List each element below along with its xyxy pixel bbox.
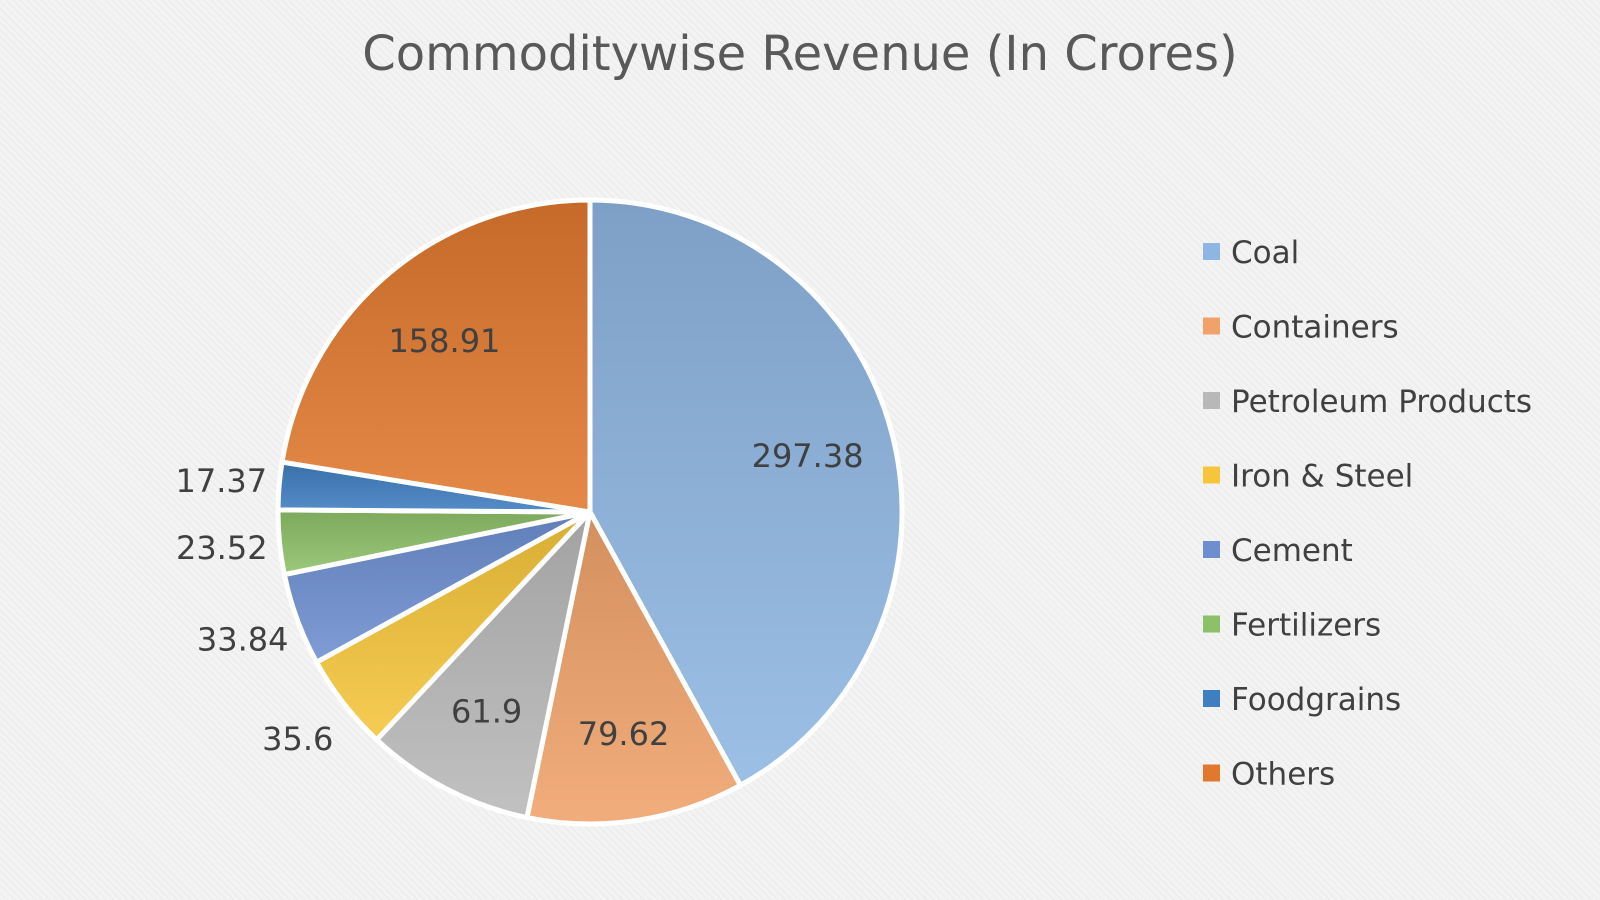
legend-swatch-petroleum-products bbox=[1203, 392, 1220, 409]
data-label-containers: 79.62 bbox=[578, 715, 670, 753]
legend-label-cement: Cement bbox=[1231, 533, 1353, 569]
data-label-coal: 297.38 bbox=[752, 437, 864, 475]
legend-label-containers: Containers bbox=[1231, 310, 1399, 346]
pie-slices bbox=[275, 197, 905, 827]
legend-label-fertilizers: Fertilizers bbox=[1231, 608, 1381, 644]
legend-swatch-fertilizers bbox=[1203, 615, 1220, 633]
data-label-petroleum-products: 61.9 bbox=[451, 692, 522, 730]
pie-slice-others bbox=[279, 197, 593, 515]
legend-label-others: Others bbox=[1231, 757, 1335, 793]
legend-label-iron-steel: Iron & Steel bbox=[1231, 459, 1413, 495]
legend: Coal Containers Petroleum Products Iron & S… bbox=[1203, 235, 1532, 793]
pie-slice-petroleum-products bbox=[374, 509, 593, 821]
legend-swatch-containers bbox=[1203, 317, 1220, 335]
legend-label-foodgrains: Foodgrains bbox=[1231, 682, 1401, 718]
data-label-iron-steel: 35.6 bbox=[262, 720, 333, 758]
data-label-others: 158.91 bbox=[388, 322, 500, 360]
legend-swatch-coal bbox=[1203, 243, 1220, 260]
pie-slice-coal bbox=[587, 197, 905, 788]
legend-swatch-iron-steel bbox=[1203, 466, 1220, 484]
data-label-foodgrains: 17.37 bbox=[175, 462, 267, 500]
data-label-fertilizers: 23.52 bbox=[176, 529, 268, 567]
legend-label-petroleum-products: Petroleum Products bbox=[1231, 384, 1532, 420]
pie-slice-containers bbox=[524, 509, 743, 827]
data-labels: 297.38 79.62 61.9 35.6 33.84 23.52 17.37 158.91 bbox=[175, 322, 863, 758]
data-label-cement: 33.84 bbox=[197, 621, 289, 659]
legend-swatch-cement bbox=[1203, 541, 1220, 558]
legend-swatch-foodgrains bbox=[1203, 690, 1220, 707]
legend-label-coal: Coal bbox=[1231, 235, 1299, 271]
chart-title: Commoditywise Revenue (In Crores) bbox=[362, 26, 1238, 82]
legend-swatch-others bbox=[1203, 764, 1220, 782]
